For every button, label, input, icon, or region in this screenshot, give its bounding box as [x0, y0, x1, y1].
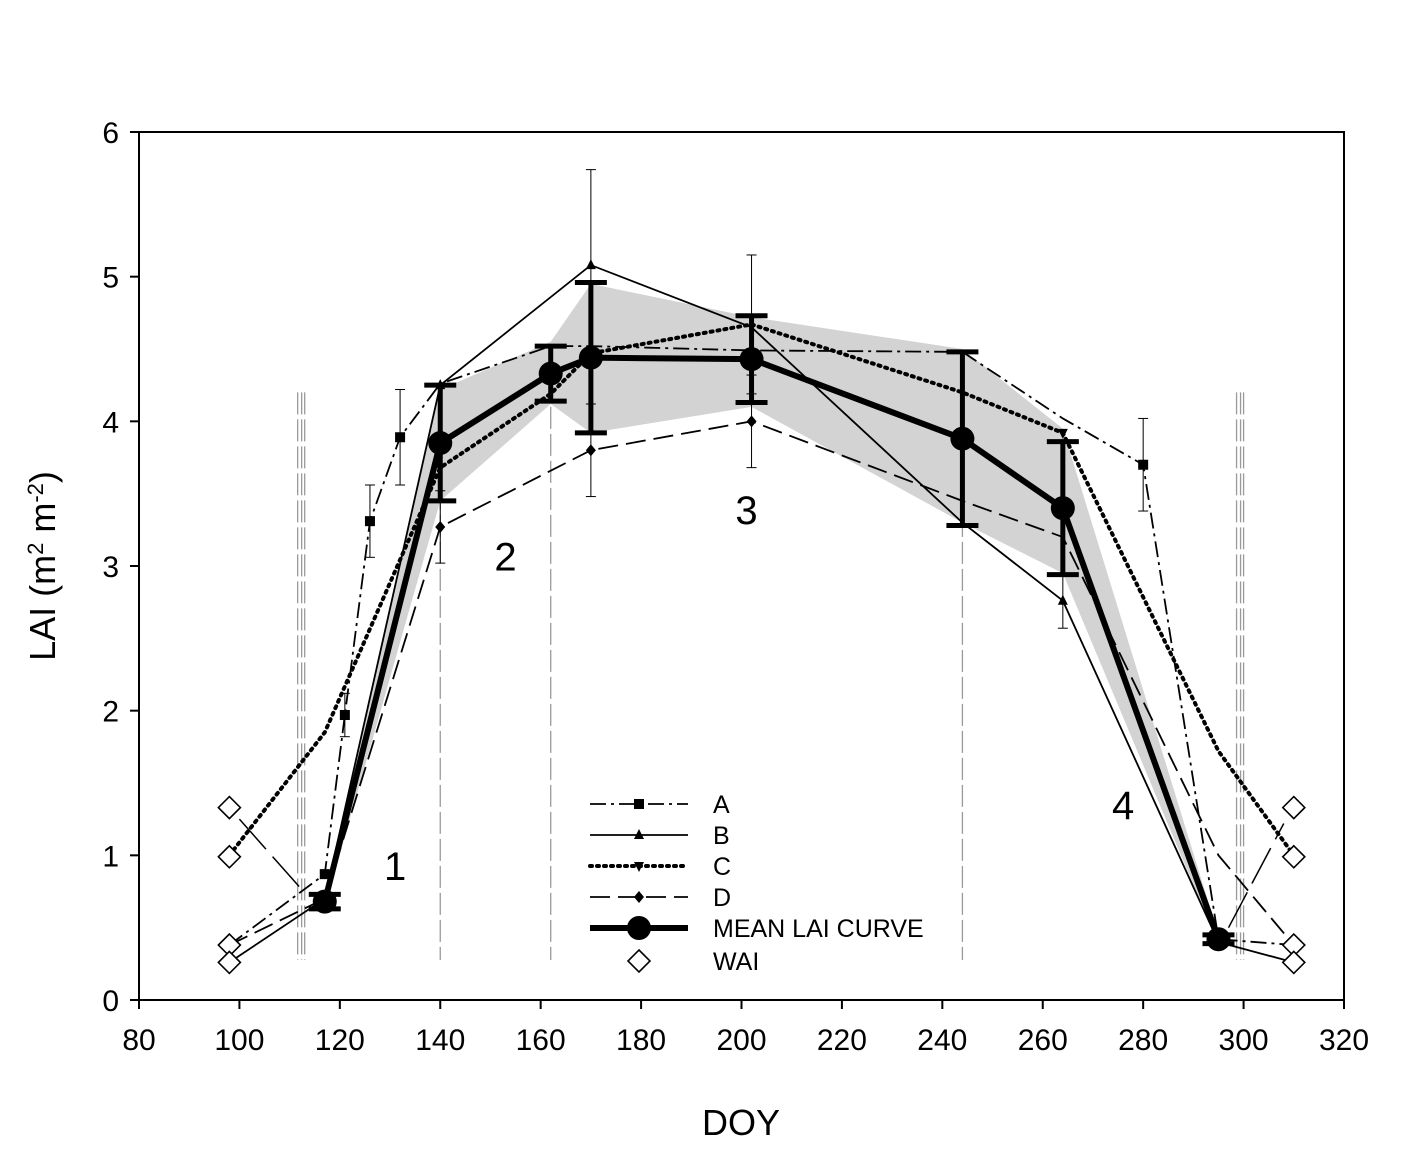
x-tick-label-8: 240	[917, 1024, 967, 1057]
x-axis-title: DOY	[702, 1102, 780, 1143]
legend-label-d: D	[713, 884, 731, 912]
x-tick-label-10: 280	[1118, 1024, 1168, 1057]
y-tick-label-4: 4	[102, 406, 119, 439]
point-a-4	[395, 432, 406, 443]
legend: A B C D MEAN LAI CURVE WAI	[588, 791, 924, 976]
wai-point-0	[217, 795, 242, 820]
point-mean-4	[739, 347, 764, 372]
y-tick-label-5: 5	[102, 262, 119, 295]
wai-connector-left	[238, 818, 301, 888]
axes: 80 100 120 140 160 180 200 220 240 260 280 300 320 0 1…	[102, 117, 1369, 1057]
series-layer	[227, 169, 1296, 964]
legend-marker-a	[634, 799, 644, 809]
point-mean-7	[1206, 927, 1231, 952]
point-a-1	[319, 869, 330, 880]
plot-frame	[138, 131, 1345, 1001]
y-tick-label-3: 3	[102, 551, 119, 584]
series-line-mean	[321, 354, 1222, 941]
x-tick-label-12: 320	[1319, 1024, 1369, 1057]
series-line-a	[228, 345, 1294, 946]
y-tick-label-6: 6	[102, 117, 119, 150]
wai-layer	[217, 795, 1306, 975]
legend-marker-b	[634, 829, 644, 839]
wai-point-1	[217, 844, 242, 869]
legend-label-a: A	[713, 791, 730, 819]
point-d-2	[435, 520, 446, 533]
point-mean-1	[428, 431, 453, 456]
uncertainty-band-area	[324, 283, 1219, 946]
phase-label-2: 2	[494, 535, 516, 579]
y-tick-label-2: 2	[102, 696, 119, 729]
legend-marker-c	[634, 862, 644, 872]
x-tick-label-5: 180	[616, 1024, 666, 1057]
legend-label-c: C	[713, 853, 731, 881]
legend-marker-mean	[627, 916, 651, 940]
legend-label-wai: WAI	[713, 948, 759, 976]
y-axis-title: LAI (m2 m-2)	[22, 471, 63, 661]
phase-labels: 1 2 3 4	[384, 489, 1134, 889]
point-mean-0	[312, 889, 337, 914]
x-tick-label-9: 260	[1018, 1024, 1068, 1057]
wai-connector-right	[1227, 823, 1285, 929]
point-mean-3	[578, 345, 603, 370]
point-c-7	[1057, 428, 1068, 439]
point-d-3	[585, 444, 596, 457]
wai-point-4	[1281, 795, 1306, 820]
legend-marker-d	[634, 891, 644, 903]
point-a-3	[364, 516, 375, 527]
point-d-4	[746, 415, 757, 428]
phase-label-3: 3	[735, 489, 757, 533]
uncertainty-band	[324, 283, 1219, 946]
x-tick-label-2: 120	[315, 1024, 365, 1057]
point-mean-6	[1050, 496, 1075, 521]
legend-label-b: B	[713, 822, 730, 850]
x-tick-label-0: 80	[122, 1024, 155, 1057]
x-tick-label-1: 100	[214, 1024, 264, 1057]
legend-label-mean: MEAN LAI CURVE	[713, 915, 924, 943]
x-tick-label-6: 200	[716, 1024, 766, 1057]
y-tick-label-1: 1	[102, 840, 119, 873]
series-line-c	[227, 322, 1296, 858]
x-tick-label-4: 160	[516, 1024, 566, 1057]
wai-point-5	[1281, 844, 1306, 869]
point-mean-2	[538, 361, 563, 386]
phase-label-1: 1	[384, 845, 406, 889]
point-a-2	[339, 710, 350, 721]
point-mean-5	[950, 426, 975, 451]
legend-marker-wai	[626, 948, 652, 974]
mean-layer	[308, 279, 1235, 952]
x-tick-label-7: 220	[817, 1024, 867, 1057]
wai-point-7	[1281, 950, 1306, 975]
x-tick-label-3: 140	[415, 1024, 465, 1057]
point-a-11	[1138, 459, 1149, 470]
phase-label-4: 4	[1112, 784, 1134, 828]
wai-point-3	[217, 950, 242, 975]
y-tick-label-0: 0	[102, 985, 119, 1018]
x-tick-label-11: 300	[1219, 1024, 1269, 1057]
point-b-3	[585, 259, 596, 270]
point-b-6	[1057, 594, 1068, 605]
